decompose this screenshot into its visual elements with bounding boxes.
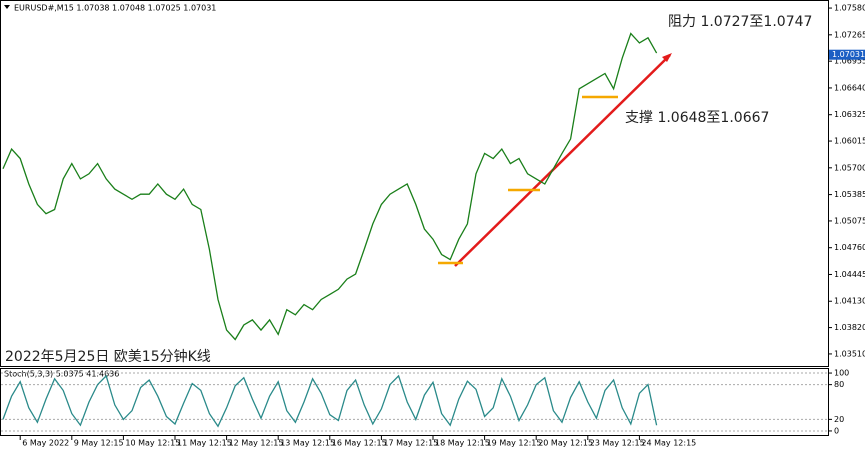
chart-header: EURUSD#,M15 1.07038 1.07048 1.07025 1.07… <box>14 4 216 13</box>
y-tick-label: 80 <box>834 380 844 389</box>
price-line <box>2 374 658 428</box>
y-tick-label: 20 <box>834 415 844 424</box>
y-tick-label: 1.03510 <box>834 349 865 358</box>
price-panel <box>0 0 829 367</box>
y-tick-label: 0 <box>834 426 839 435</box>
x-tick-label: 11 May 12:15 <box>177 439 232 448</box>
y-tick-label: 1.03820 <box>834 323 865 332</box>
x-tick-label: 20 May 12:15 <box>538 439 593 448</box>
y-tick-label: 1.04130 <box>834 297 865 306</box>
last-price-box <box>829 49 865 60</box>
y-tick-label: 1.06015 <box>834 137 865 146</box>
annotation: 阻力 1.0727至1.0747 <box>668 14 812 30</box>
stoch-panel <box>0 368 829 436</box>
y-tick-label: 1.06640 <box>834 83 865 92</box>
y-tick-label: 1.06955 <box>834 57 865 66</box>
annotation: 支撑 1.0648至1.0667 <box>625 110 769 126</box>
y-tick-label: 1.05700 <box>834 163 865 172</box>
x-tick-label: 6 May 2022 <box>22 439 69 448</box>
x-tick-label: 24 May 12:15 <box>641 439 696 448</box>
symbol-arrow <box>4 5 10 9</box>
y-tick-label: 1.07580 <box>834 4 865 13</box>
y-tick-label: 1.07265 <box>834 30 865 39</box>
x-tick-label: 16 May 12:15 <box>332 439 387 448</box>
y-tick-label: 1.04445 <box>834 270 865 279</box>
y-tick-label: 100 <box>834 369 849 378</box>
trend-line <box>454 54 671 267</box>
last-price-label: 1.07031 <box>832 50 865 59</box>
y-tick-label: 1.04760 <box>834 243 865 252</box>
y-tick-label: 1.05075 <box>834 216 865 225</box>
x-tick-label: 9 May 12:15 <box>74 439 124 448</box>
x-tick-label: 13 May 12:15 <box>280 439 335 448</box>
x-tick-label: 12 May 12:15 <box>229 439 284 448</box>
x-tick-label: 19 May 12:15 <box>487 439 542 448</box>
price-line <box>2 32 658 341</box>
x-tick-label: 17 May 12:15 <box>383 439 438 448</box>
annotation: 2022年5月25日 欧美15分钟K线 <box>5 348 211 365</box>
x-tick-label: 18 May 12:15 <box>435 439 490 448</box>
stoch-title: Stoch(5,3,3) 5.0375 41.4636 <box>4 370 119 379</box>
trend-arrow <box>662 53 672 62</box>
y-tick-label: 1.05385 <box>834 190 865 199</box>
x-tick-label: 10 May 12:15 <box>125 439 180 448</box>
x-tick-label: 23 May 12:15 <box>590 439 645 448</box>
y-tick-label: 1.06325 <box>834 110 865 119</box>
